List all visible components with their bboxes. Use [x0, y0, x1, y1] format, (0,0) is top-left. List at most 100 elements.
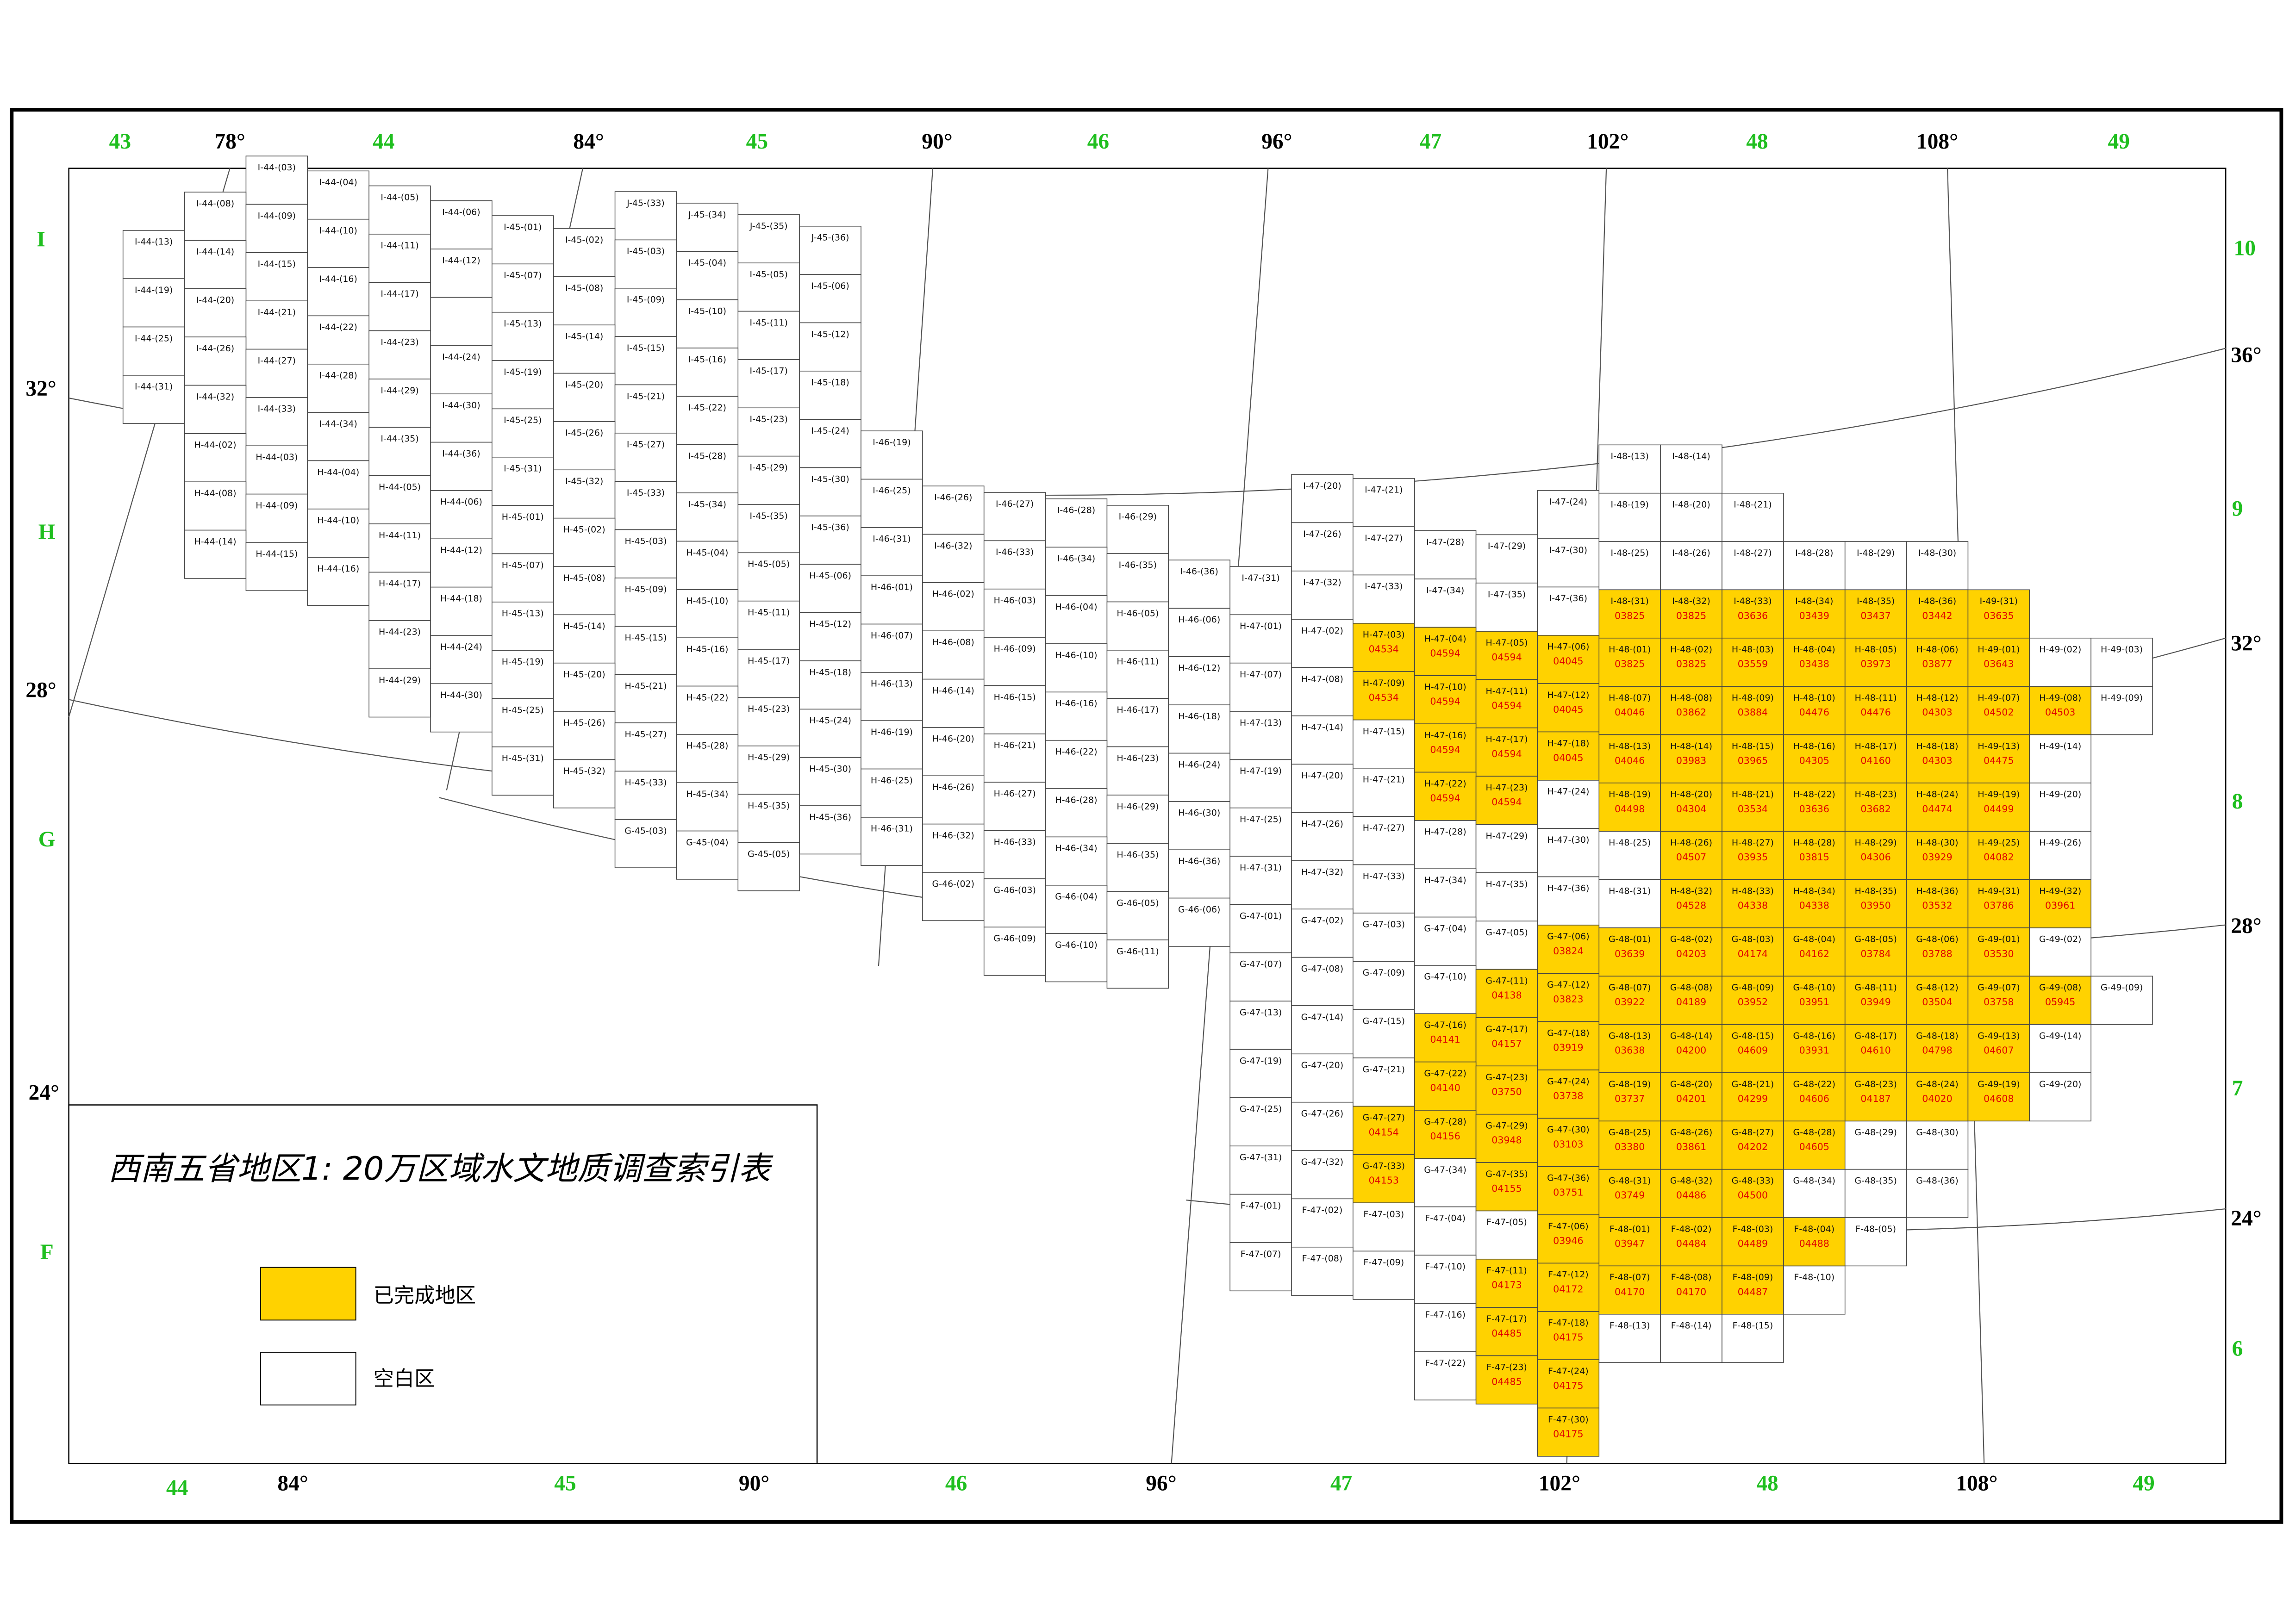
sheet-id: H-49-(26)	[2039, 838, 2081, 848]
sheet-id: H-48-(20)	[1670, 790, 1712, 800]
sheet-blank: G-48-(36)	[1906, 1169, 1969, 1218]
sheet-cell	[737, 311, 800, 360]
sheet-cell	[1722, 1313, 1784, 1363]
sheet-blank: G-49-(20)	[2029, 1072, 2091, 1122]
sheet-blank: I-45-(16)	[676, 348, 739, 397]
sheet-id: H-44-(29)	[379, 675, 421, 685]
sheet-completed: H-48-(33) 04338	[1722, 879, 1784, 928]
sheet-cell	[737, 600, 800, 650]
sheet-id: H-45-(10)	[686, 596, 728, 606]
sheet-id: H-44-(12)	[440, 545, 482, 555]
sheet-completed: G-48-(07) 03922	[1598, 976, 1661, 1025]
sheet-code: 04594	[1430, 647, 1460, 659]
sheet-blank: H-44-(16)	[307, 557, 369, 606]
sheet-blank: H-46-(35)	[1106, 843, 1169, 892]
sheet-completed: G-47-(29) 03948	[1475, 1113, 1538, 1163]
sheet-cell	[1291, 1053, 1354, 1103]
sheet-completed: G-49-(19) 04608	[1967, 1072, 2030, 1122]
sheet-id: H-47-(30)	[1547, 835, 1589, 845]
sheet-cell	[1598, 927, 1661, 977]
sheet-cell	[676, 251, 739, 300]
sheet-completed: G-48-(28) 04605	[1783, 1120, 1846, 1170]
sheet-completed: G-47-(11) 04138	[1475, 969, 1538, 1018]
sheet-completed: F-48-(09) 04487	[1722, 1265, 1784, 1315]
sheet-id: I-47-(27)	[1365, 533, 1403, 543]
sheet-cell	[245, 397, 308, 447]
sheet-code: 03438	[1799, 659, 1829, 670]
sheet-id: I-48-(27)	[1734, 548, 1772, 558]
sheet-cell	[1783, 637, 1846, 687]
sheet-id: H-44-(11)	[379, 530, 421, 541]
sheet-blank: H-45-(24)	[799, 709, 861, 758]
sheet-id: H-48-(10)	[1793, 693, 1835, 703]
sheet-blank: I-47-(31)	[1229, 566, 1292, 616]
sheet-blank: I-47-(26)	[1291, 522, 1354, 572]
sheet-id: H-44-(05)	[379, 482, 421, 492]
sheet-completed: G-47-(06) 03824	[1537, 925, 1600, 974]
sheet-cell	[1353, 623, 1415, 672]
sheet-completed: G-47-(35) 04155	[1475, 1162, 1538, 1212]
sheet-code: 04138	[1491, 990, 1522, 1001]
sheet-blank: I-48-(29)	[1844, 541, 1907, 591]
sheet-completed: H-48-(26) 04507	[1660, 831, 1722, 880]
sheet-id: H-46-(29)	[1117, 802, 1159, 812]
sheet-code: 04156	[1430, 1131, 1460, 1142]
sheet-id: H-47-(05)	[1485, 638, 1528, 648]
sheet-cell	[368, 668, 431, 718]
sheet-id: H-47-(28)	[1424, 827, 1466, 837]
sheet-blank: I-46-(36)	[1168, 560, 1230, 609]
sheet-id: I-47-(28)	[1426, 537, 1464, 547]
sheet-cell	[1783, 1072, 1846, 1122]
sheet-cell	[1783, 976, 1846, 1025]
sheet-id: H-45-(29)	[748, 752, 790, 763]
sheet-id: I-45-(28)	[688, 451, 726, 461]
sheet-blank: G-47-(34)	[1414, 1158, 1477, 1207]
sheet-blank: H-46-(32)	[922, 823, 985, 873]
sheet-cell	[983, 782, 1046, 831]
sheet-id: I-48-(29)	[1857, 548, 1895, 558]
sheet-blank: I-46-(29)	[1106, 505, 1169, 554]
sheet-cell	[2029, 927, 2091, 977]
sheet-cell	[1598, 637, 1661, 687]
sheet-blank: G-47-(32)	[1291, 1150, 1354, 1200]
sheet-cell	[1722, 879, 1784, 928]
sheet-cell	[1537, 586, 1600, 636]
sheet-id: H-47-(10)	[1424, 682, 1466, 692]
zone-label: 44	[373, 130, 394, 154]
sheet-blank: G-45-(04)	[676, 830, 739, 880]
sheet-cell	[1722, 1024, 1784, 1073]
sheet-completed: F-47-(23) 04485	[1475, 1355, 1538, 1405]
sheet-cell	[1967, 831, 2030, 880]
sheet-cell	[1598, 492, 1661, 542]
sheet-id: I-47-(32)	[1303, 578, 1341, 588]
sheet-id: H-46-(35)	[1117, 850, 1159, 860]
sheet-cell	[184, 192, 247, 241]
sheet-cell	[1291, 619, 1354, 668]
sheet-id: G-48-(26)	[1670, 1127, 1712, 1138]
sheet-cell	[1045, 691, 1108, 741]
sheet-cell	[1475, 679, 1538, 728]
sheet-code: 03825	[1615, 610, 1645, 621]
sheet-blank: I-45-(15)	[614, 336, 677, 386]
sheet-cell	[922, 727, 985, 777]
sheet-code: 03823	[1553, 994, 1583, 1005]
sheet-cell	[1598, 541, 1661, 591]
sheet-cell	[1722, 686, 1784, 735]
sheet-cell	[922, 485, 985, 535]
sheet-cell	[1537, 876, 1600, 926]
sheet-cell	[1598, 1265, 1661, 1315]
sheet-code: 04045	[1553, 704, 1583, 715]
sheet-cell	[2090, 686, 2153, 735]
sheet-id: H-49-(14)	[2039, 741, 2081, 751]
sheet-blank: I-44-(20)	[184, 288, 247, 337]
sheet-cell	[676, 299, 739, 348]
sheet-blank: H-46-(29)	[1106, 795, 1169, 844]
sheet-grid: J-45-(33) J-45-(34) J-45-(35) J-45-(36) I-44…	[122, 155, 2153, 1457]
sheet-code: 03788	[1922, 948, 1952, 959]
sheet-completed: I-48-(36) 03442	[1906, 589, 1969, 639]
sheet-cell	[1660, 686, 1722, 735]
sheet-cell	[430, 538, 493, 588]
sheet-completed: F-48-(04) 04488	[1783, 1217, 1846, 1267]
sheet-cell	[1722, 589, 1784, 639]
sheet-id: G-48-(05)	[1854, 934, 1897, 945]
